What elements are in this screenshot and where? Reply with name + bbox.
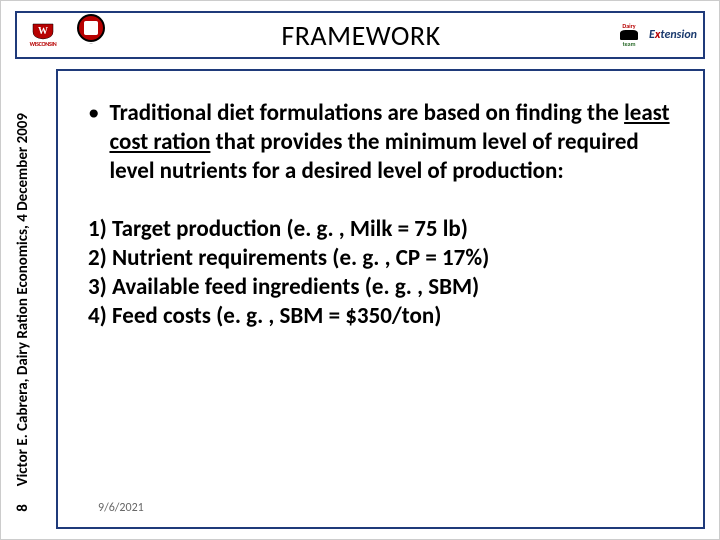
main-bullet: • Traditional diet formulations are base… (88, 99, 673, 185)
dairy-logo-bottom: team (623, 40, 636, 48)
dept-logo-circle-icon (77, 14, 105, 42)
extension-logo: Extension (649, 28, 697, 42)
slide-title: FRAMEWORK (109, 18, 613, 53)
dairy-logo: Dairy team (613, 19, 645, 51)
ext-suffix: tension (660, 28, 697, 42)
content-box: • Traditional diet formulations are base… (56, 69, 705, 529)
sidebar: Victor E. Cabrera, Dairy Ration Economic… (3, 71, 43, 529)
bullet-icon: • (88, 99, 99, 185)
list-item: 3) Available feed ingredients (e. g. , S… (88, 273, 673, 302)
bullet-text: Traditional diet formulations are based … (109, 99, 673, 185)
svg-text:W: W (38, 26, 48, 37)
list-item: 1) Target production (e. g. , Milk = 75 … (88, 215, 673, 244)
dept-logo-text: — (89, 43, 93, 47)
wisconsin-shield-icon: W (31, 22, 55, 40)
dairy-logo-top: Dairy (622, 22, 635, 30)
wisconsin-logo: W WISCONSIN (23, 15, 63, 55)
list-item: 2) Nutrient requirements (e. g. , CP = 1… (88, 244, 673, 273)
footer-date: 9/6/2021 (98, 501, 144, 515)
list-item: 4) Feed costs (e. g. , SBM = $350/ton) (88, 302, 673, 331)
wisconsin-logo-text: WISCONSIN (30, 40, 57, 48)
header-right-logos: Dairy team Extension (613, 19, 703, 51)
slide-header: W WISCONSIN — FRAMEWORK Dairy team Exten… (15, 11, 705, 59)
header-left-logos: W WISCONSIN — (17, 14, 109, 56)
bullet-pre: Traditional diet formulations are based … (109, 99, 624, 127)
citation-text: Victor E. Cabrera, Dairy Ration Economic… (14, 113, 32, 486)
dept-logo: — (73, 14, 109, 56)
cow-icon (620, 30, 638, 40)
page-number: 8 (14, 504, 32, 512)
numbered-list: 1) Target production (e. g. , Milk = 75 … (88, 215, 673, 330)
